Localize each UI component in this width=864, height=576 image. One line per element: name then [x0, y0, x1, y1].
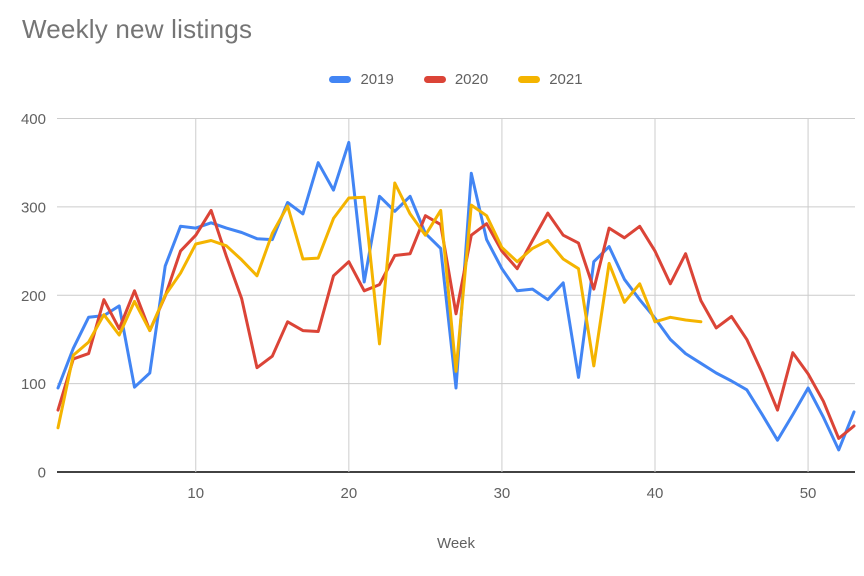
x-tick-label: 20: [341, 485, 358, 502]
x-tick-label: 50: [800, 485, 817, 502]
y-tick-label: 100: [21, 376, 46, 393]
series-line-2019: [56, 140, 856, 452]
legend-item-2019[interactable]: 2019: [329, 70, 394, 88]
y-tick-label: 400: [21, 111, 46, 128]
legend-swatch-2021: [518, 75, 541, 83]
y-tick-label: 200: [21, 288, 46, 305]
x-tick-label: 10: [187, 485, 204, 502]
legend-item-2021[interactable]: 2021: [518, 70, 583, 88]
legend-label: 2020: [454, 70, 489, 88]
legend-label: 2019: [360, 70, 394, 88]
legend-label: 2021: [549, 70, 583, 88]
x-tick-label: 40: [647, 485, 664, 502]
legend-swatch-2019: [329, 75, 352, 83]
x-tick-label: 30: [494, 485, 511, 502]
chart-legend: 2019 2020 2021: [57, 68, 855, 90]
series-line-2021: [56, 181, 703, 430]
y-tick-label: 300: [21, 199, 46, 216]
legend-item-2020[interactable]: 2020: [423, 70, 489, 88]
series-line-2020: [56, 208, 856, 440]
chart-title: Weekly new listings: [22, 14, 253, 44]
legend-swatch-2020: [423, 75, 446, 83]
y-tick-label: 0: [38, 465, 46, 482]
x-axis-title: Week: [437, 535, 476, 552]
